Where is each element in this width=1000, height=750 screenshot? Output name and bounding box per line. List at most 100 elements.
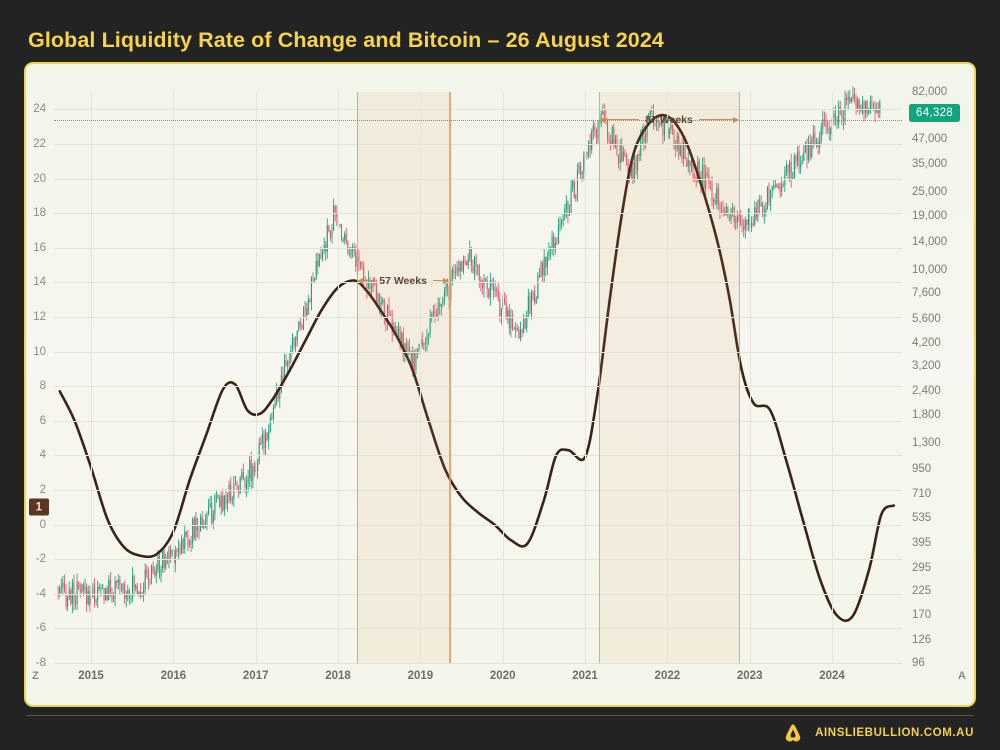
shaded-band-1 [356,92,450,663]
gridline-vertical [420,92,422,663]
page-title: Global Liquidity Rate of Change and Bitc… [28,28,664,52]
gridline-vertical [585,92,587,663]
gridline-horizontal [54,593,902,595]
y-axis-right-tick: 96 [912,657,925,669]
y-axis-right-tick: 82,000 [912,86,948,98]
x-axis-tick: 2022 [654,670,681,682]
y-axis-right-tick: 295 [912,562,932,575]
y-axis-left-tick: -4 [35,587,46,600]
y-axis-right-tick: 14,000 [912,235,948,248]
x-axis-tick: 2018 [325,670,351,682]
plot-area: -8 -6 -4 -2 0 2 4 6 8 10 12 14 16 18 20 22 24 96 126 170 225… [28,86,966,682]
gridline-horizontal [54,143,902,145]
gridline-horizontal [54,351,902,353]
gridline-horizontal [54,420,902,422]
event-vline-3 [599,92,601,663]
y-axis-left-tick: 8 [39,380,46,393]
y-axis-left-tick: 20 [33,172,46,185]
gridline-vertical [338,92,340,663]
liquidity-badge: 1 [28,498,49,516]
y-axis-right-tick: 5,600 [912,313,941,326]
y-axis-left-tick: 6 [39,414,46,427]
x-axis-tick: 2023 [736,670,763,682]
gridline-vertical [255,92,257,663]
y-axis-left-tick: 14 [33,276,46,289]
x-axis-tick: 2021 [572,670,598,682]
y-axis-left-tick: 24 [33,103,46,116]
y-axis-right-tick: 395 [912,537,932,550]
gridline-horizontal [54,109,902,111]
gridline-vertical [91,92,93,663]
y-axis-right-tick: 35,000 [912,158,948,171]
chart-frame: -8 -6 -4 -2 0 2 4 6 8 10 12 14 16 18 20 22 24 96 126 170 225… [24,62,976,707]
x-axis-tick: 2015 [78,670,104,682]
y-axis-left-tick: -8 [35,657,46,669]
x-axis-tick: 2024 [819,670,845,682]
gridline-horizontal [54,247,902,249]
y-axis-left-tick: 22 [33,137,46,150]
x-axis-tick: 2016 [160,670,187,682]
price-badge: 64,328 [909,103,960,122]
x-axis-tick: 2020 [489,670,516,682]
chart-canvas: -8 -6 -4 -2 0 2 4 6 8 10 12 14 16 18 20 22 24 96 126 170 225… [26,64,974,705]
y-axis-right-tick: 225 [912,584,932,597]
bitcoin-candlestick-series [57,86,881,614]
footer: AINSLIEBULLION.COM.AU [0,707,1000,750]
gridline-vertical [502,92,504,663]
y-axis-left-tick: 0 [39,518,46,531]
y-axis-left-tick: -6 [35,622,46,635]
gridline-horizontal [54,663,902,664]
gridline-horizontal [54,559,902,561]
x-axis-edge-label-left: Z [32,670,39,682]
event-vline-1 [356,92,359,663]
y-axis-right-tick: 47,000 [912,133,948,146]
liquidity-rate-of-change-line [58,113,896,623]
y-axis-right-tick: 1,800 [912,409,941,422]
gridline-horizontal [54,489,902,491]
y-axis-left-tick: 10 [33,345,46,358]
ainslie-a-logo-icon [785,724,801,742]
y-axis-right-tick: 126 [912,633,932,646]
gridline-vertical [749,92,751,663]
y-axis-right-tick: 3,200 [912,360,941,373]
y-axis-right-tick: 950 [912,463,932,476]
x-axis-tick: 2017 [242,670,269,682]
y-axis-left-tick: 18 [33,207,46,220]
gridline-horizontal [54,524,902,526]
event-vline-4 [738,92,741,663]
shaded-band-2 [599,92,739,663]
event-vline-2 [449,92,451,663]
y-axis-right-tick: 710 [912,487,932,500]
y-axis-right-tick: 25,000 [912,186,948,199]
y-axis-right-tick: 7,600 [912,287,941,300]
x-axis-tick: 2019 [407,670,434,682]
y-axis-right-tick: 1,300 [912,436,941,449]
footer-brand[interactable]: AINSLIEBULLION.COM.AU [782,722,974,744]
y-axis-right-tick: 170 [912,608,932,621]
gridline-horizontal [54,455,902,457]
gridline-horizontal [54,178,902,180]
footer-url: AINSLIEBULLION.COM.AU [815,727,974,739]
y-axis-right-tick: 4,200 [912,337,941,350]
y-axis-left-tick: -2 [35,553,46,566]
y-axis-right-tick: 535 [912,511,932,524]
gridline-vertical [667,92,669,663]
gridline-horizontal [54,282,902,284]
footer-divider [26,715,974,716]
y-axis-left-tick: 12 [33,310,46,323]
y-axis-right-tick: 10,000 [912,263,948,276]
gridline-vertical [832,92,834,663]
gridline-horizontal [54,316,902,318]
gridline-horizontal [54,628,902,630]
gridline-vertical [173,92,175,663]
gridline-horizontal [54,386,902,388]
x-axis-edge-label-right: A [958,670,966,682]
gridline-horizontal [54,213,902,215]
y-axis-left-tick: 2 [39,483,46,496]
y-axis-right-tick: 2,400 [912,384,941,397]
y-axis-left-tick: 4 [39,449,46,462]
y-axis-right-tick: 19,000 [912,209,948,222]
y-axis-left-tick: 16 [33,241,46,254]
reference-line [54,119,902,121]
